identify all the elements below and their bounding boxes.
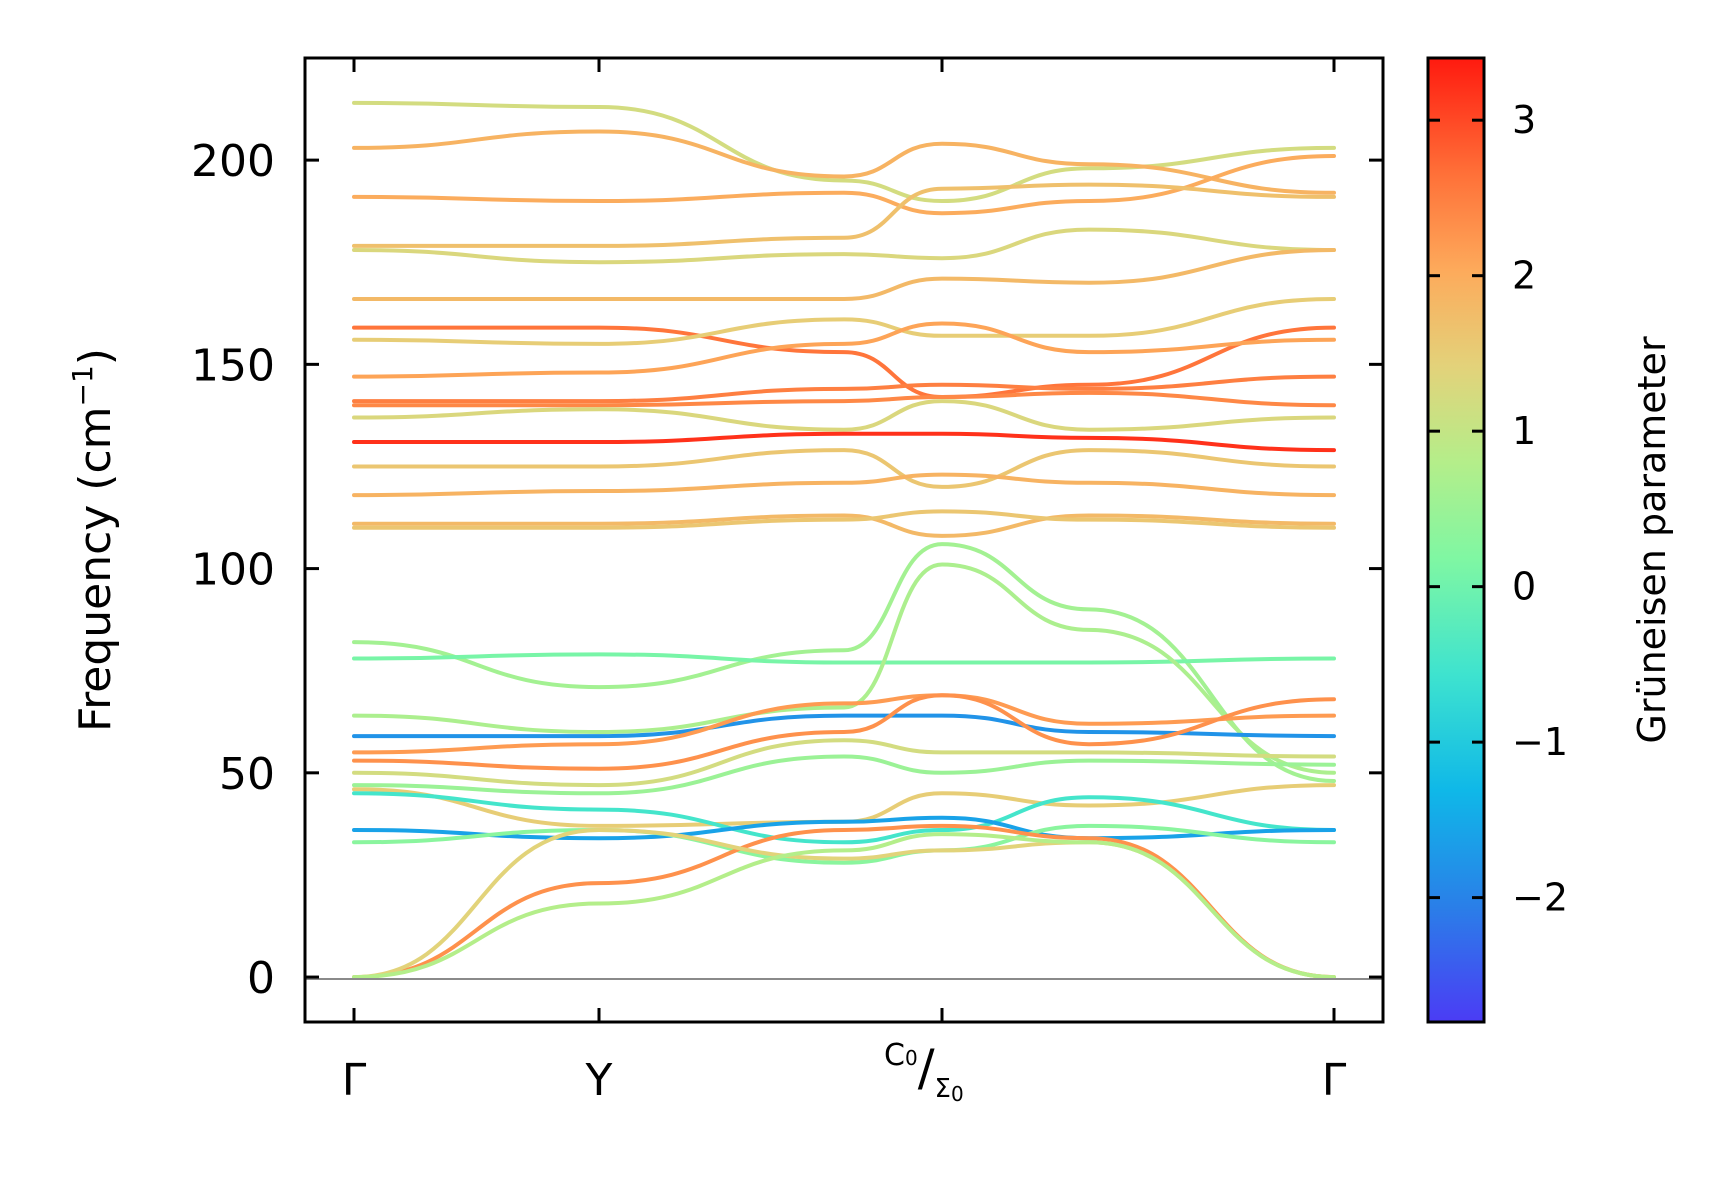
band-16-line — [352, 513, 1336, 538]
x-tick-label-3: Γ — [1322, 1055, 1347, 1106]
band-22-line — [352, 693, 1336, 755]
band-10-line — [352, 374, 1336, 404]
phonon-bands — [352, 100, 1336, 980]
band-19-line — [352, 652, 1336, 665]
colorbar-tick-label-2: 1 — [1512, 409, 1536, 453]
band-09-line — [352, 321, 1336, 379]
band-25-line — [352, 754, 1336, 796]
band-11-line — [352, 390, 1336, 408]
x-tick-label-0: Γ — [342, 1055, 367, 1106]
band-15-line — [352, 472, 1336, 498]
band-21-line — [352, 713, 1336, 739]
y-tick-label-50: 50 — [219, 749, 275, 800]
y-tick-label-150: 150 — [191, 340, 275, 391]
x-axis-ticks: Γ Y C0/Σ0 Γ — [342, 58, 1347, 1106]
band-05-line — [352, 227, 1336, 265]
y-tick-label-0: 0 — [247, 953, 275, 1004]
y-axis-ticks: 0 50 100 150 200 — [191, 136, 1383, 1004]
band-23-line — [352, 693, 1336, 771]
colorbar-gradient — [1426, 56, 1486, 1024]
colorbar-tick-label-1: 2 — [1512, 254, 1536, 298]
band-14-line — [352, 448, 1336, 489]
band-32-line — [352, 832, 1336, 980]
band-06-line — [352, 248, 1336, 301]
band-07-line — [352, 325, 1336, 400]
colorbar-ticks: 3 2 1 0 −1 −2 — [1428, 98, 1568, 920]
band-13-line — [352, 431, 1336, 453]
band-08-line — [352, 297, 1336, 346]
band-03-line — [352, 154, 1336, 216]
colorbar-tick-label-3: 0 — [1512, 565, 1536, 609]
y-axis-title-close: ) — [70, 348, 121, 365]
band-29-line — [352, 823, 1336, 865]
colorbar-tick-label-4: −1 — [1512, 720, 1568, 764]
y-axis-title-superscript: −1 — [66, 365, 99, 406]
y-tick-label-200: 200 — [191, 136, 275, 187]
colorbar-tick-label-5: −2 — [1512, 876, 1568, 920]
band-28-line — [352, 815, 1336, 841]
band-02-line — [352, 129, 1336, 195]
band-30-line — [352, 823, 1336, 980]
band-12-line — [352, 399, 1336, 432]
band-27-line — [352, 791, 1336, 845]
colorbar: 3 2 1 0 −1 −2 Grüneisen parameter — [1426, 56, 1674, 1024]
band-18-line — [352, 542, 1336, 783]
plot-frame — [303, 56, 1385, 1024]
y-axis-title-main: Frequency (cm — [70, 406, 121, 732]
y-tick-label-100: 100 — [191, 545, 275, 596]
colorbar-tick-label-0: 3 — [1512, 98, 1536, 142]
x-tick-label-2: C0/Σ0 — [884, 1038, 964, 1106]
x-tick-label-1: Y — [585, 1055, 613, 1106]
band-17-line — [352, 509, 1336, 530]
band-04-line — [352, 182, 1336, 248]
colorbar-title: Grüneisen parameter — [1630, 336, 1674, 744]
band-24-line — [352, 738, 1336, 788]
band-20-line — [352, 562, 1336, 775]
y-axis-title: Frequency (cm−1) — [66, 348, 121, 732]
